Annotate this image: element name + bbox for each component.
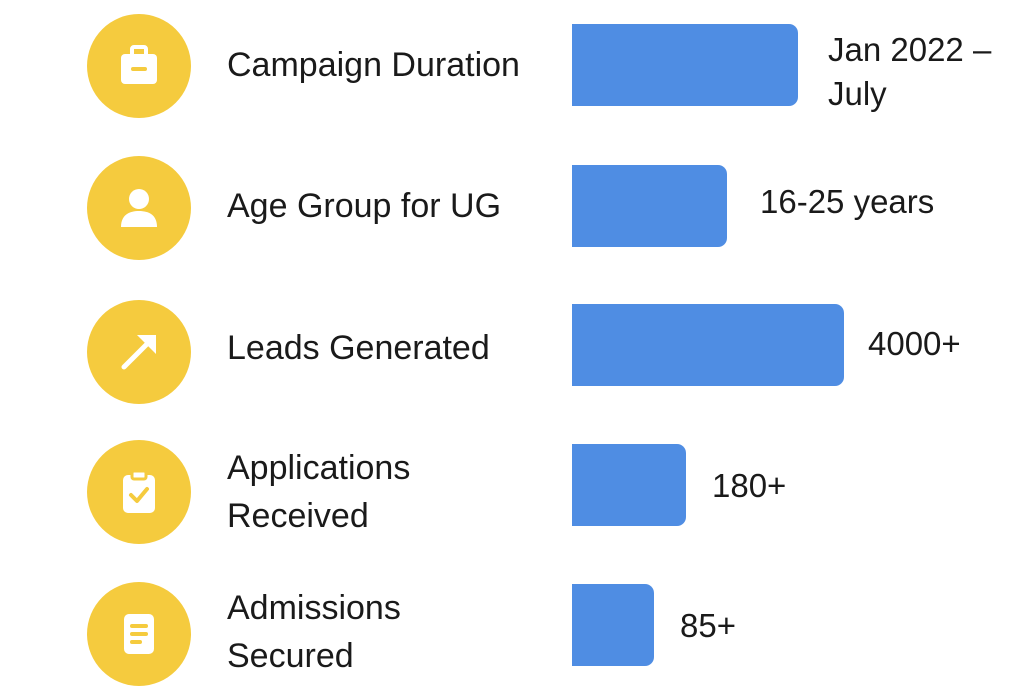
value-label: 4000+ bbox=[868, 325, 961, 362]
bar-campaign-duration bbox=[572, 24, 798, 106]
clipboard-glyph bbox=[123, 469, 155, 513]
row-age-group: Age Group for UG 16-25 years bbox=[0, 140, 1024, 270]
value-label: 16-25 years bbox=[760, 183, 935, 220]
clipboard-check-icon bbox=[87, 440, 191, 544]
arrow-glyph bbox=[121, 335, 156, 370]
value-label: 180+ bbox=[712, 467, 787, 504]
value-label: Jan 2022 – July bbox=[828, 31, 992, 112]
category-label-line-1: Applications Received bbox=[227, 449, 411, 535]
category-label: Age Group for UG bbox=[227, 187, 502, 225]
document-icon bbox=[87, 582, 191, 686]
row-campaign-duration: Campaign Duration Jan 2022 – July bbox=[0, 0, 1024, 130]
user-icon bbox=[87, 156, 191, 260]
row-admissions-secured: Admissions Secured 85+ bbox=[0, 560, 1024, 690]
category-label: Applications Received bbox=[227, 444, 447, 540]
category-label: Leads Generated bbox=[227, 329, 490, 367]
bar-age-group bbox=[572, 165, 727, 247]
bar-applications-received bbox=[572, 444, 686, 526]
briefcase-icon bbox=[87, 14, 191, 118]
document-glyph bbox=[124, 614, 154, 654]
category-label: Admissions Secured bbox=[227, 584, 447, 680]
category-label-line-1: Admissions Secured bbox=[227, 589, 401, 675]
user-glyph bbox=[121, 189, 157, 227]
bar-admissions-secured bbox=[572, 584, 654, 666]
row-leads-generated: Leads Generated 4000+ bbox=[0, 280, 1024, 410]
value-label: 85+ bbox=[680, 607, 736, 644]
category-label: Campaign Duration bbox=[227, 46, 520, 84]
row-applications-received: Applications Received 180+ bbox=[0, 420, 1024, 550]
arrow-up-right-icon bbox=[87, 300, 191, 404]
bar-leads-generated bbox=[572, 304, 844, 386]
briefcase-glyph bbox=[121, 45, 157, 84]
